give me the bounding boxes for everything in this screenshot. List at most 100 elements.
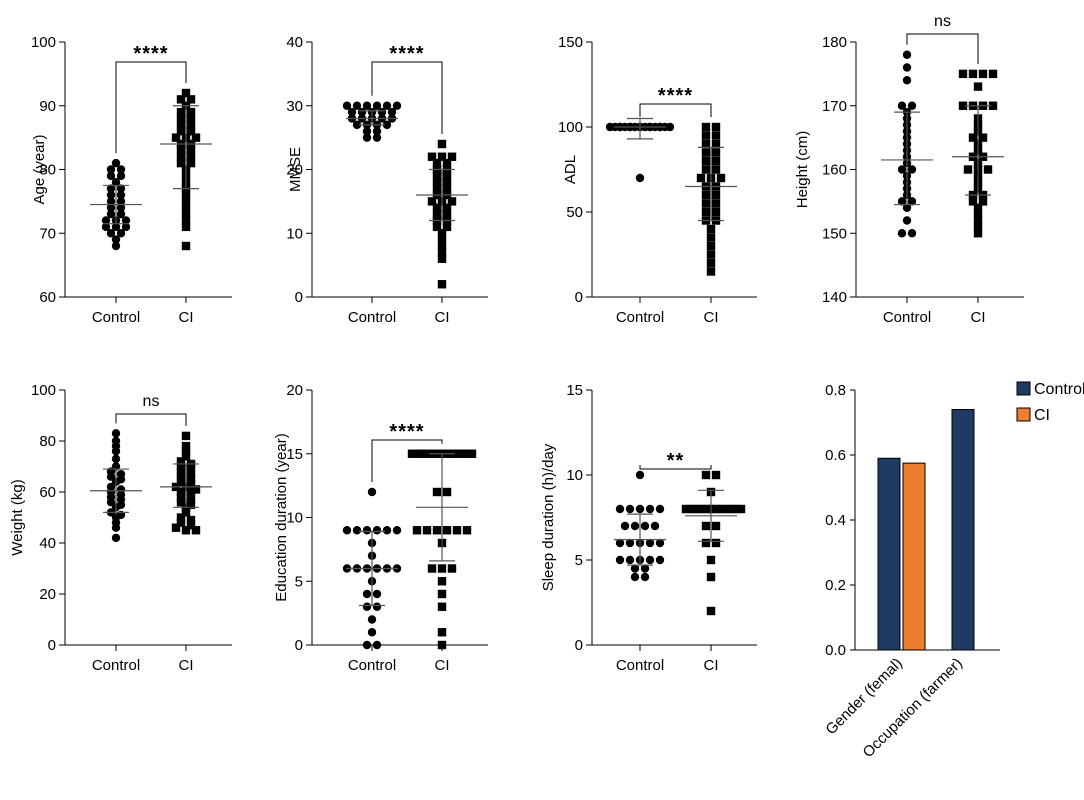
y-tick-label: 30 <box>286 98 303 115</box>
data-point-control <box>907 197 917 206</box>
data-point-ci <box>417 449 427 458</box>
data-point-ci <box>442 184 452 193</box>
data-point-ci <box>968 133 978 142</box>
x-tick-label: Control <box>348 309 396 326</box>
data-point-ci <box>437 235 447 244</box>
y-tick-label: 100 <box>31 34 56 51</box>
data-point-control <box>902 50 912 59</box>
data-point-control <box>655 555 665 565</box>
data-point-ci <box>452 449 462 458</box>
data-point-ci <box>437 577 447 586</box>
data-point-ci <box>696 504 706 514</box>
significance-bracket <box>371 61 443 134</box>
data-point-ci <box>186 158 196 168</box>
data-point-control <box>362 602 372 611</box>
data-point-ci <box>973 216 983 225</box>
data-point-ci <box>186 480 196 489</box>
data-point-control <box>897 165 907 174</box>
data-point-ci <box>711 521 721 531</box>
data-point-ci <box>706 572 716 582</box>
data-point-control <box>630 521 640 531</box>
data-point-control <box>665 122 675 132</box>
legend-label-ci: CI <box>1034 407 1050 424</box>
y-tick-label: 170 <box>822 98 847 115</box>
y-tick-label: 0.8 <box>825 382 846 399</box>
data-point-ci <box>422 526 432 535</box>
data-point-control <box>101 216 111 225</box>
data-point-ci <box>427 197 437 206</box>
y-tick-label: 70 <box>39 225 56 242</box>
data-point-ci <box>731 504 741 514</box>
data-point-ci <box>176 462 186 471</box>
data-point-ci <box>176 114 186 123</box>
data-point-ci <box>186 500 196 509</box>
data-point-ci <box>701 538 711 548</box>
data-point-ci <box>706 224 716 234</box>
data-point-ci <box>711 122 721 132</box>
data-point-ci <box>442 178 452 187</box>
data-point-ci <box>726 504 736 514</box>
data-point-control <box>116 165 126 174</box>
data-point-ci <box>973 203 983 212</box>
y-tick-label: 5 <box>575 552 583 569</box>
data-point-ci <box>978 197 988 206</box>
data-point-ci <box>711 538 721 548</box>
data-point-control <box>372 101 382 110</box>
data-point-control <box>362 133 372 142</box>
data-point-control <box>635 504 645 514</box>
data-point-ci <box>422 449 432 458</box>
data-point-ci <box>176 492 186 502</box>
y-axis-title: MMSE <box>287 147 304 192</box>
data-point-ci <box>176 120 186 130</box>
y-tick-label: 40 <box>39 535 56 552</box>
y-tick-label: 0 <box>48 637 56 654</box>
data-point-ci <box>968 69 978 79</box>
chart-adl: 0 50 100 150 Control CI ADL **** <box>558 34 757 326</box>
data-point-ci <box>437 152 447 161</box>
data-point-ci <box>701 521 711 531</box>
data-point-control <box>362 640 372 650</box>
data-point-ci <box>186 487 196 497</box>
data-point-ci <box>186 495 196 504</box>
data-point-control <box>362 589 372 599</box>
y-tick-label: 80 <box>39 433 56 450</box>
data-point-control <box>111 454 121 464</box>
significance-bracket <box>115 61 187 154</box>
data-point-ci <box>711 190 721 200</box>
data-point-ci <box>691 504 701 514</box>
data-point-ci <box>973 209 983 219</box>
data-point-control <box>367 628 377 637</box>
data-point-ci <box>186 469 196 479</box>
data-point-ci <box>432 526 442 535</box>
data-point-ci <box>963 165 973 174</box>
data-point-ci <box>176 498 186 507</box>
y-axis-title: Weight (kg) <box>9 479 26 555</box>
data-point-ci <box>412 526 422 535</box>
y-tick-label: 20 <box>286 162 303 179</box>
y-axis-title: ADL <box>562 155 579 184</box>
data-point-control <box>907 229 917 238</box>
data-point-control <box>615 555 625 565</box>
data-point-ci <box>447 152 457 161</box>
data-point-ci <box>176 457 186 466</box>
data-point-ci <box>701 199 711 208</box>
data-point-ci <box>437 241 447 251</box>
data-point-control <box>347 107 357 117</box>
data-point-control <box>111 533 121 543</box>
significance-bracket <box>906 33 979 64</box>
data-point-control <box>352 101 362 110</box>
data-point-control <box>907 101 917 110</box>
data-point-control <box>640 564 650 573</box>
x-tick-label: Control <box>883 309 931 326</box>
data-point-control <box>367 615 377 624</box>
data-point-ci <box>181 447 191 456</box>
data-point-ci <box>186 152 196 161</box>
data-point-ci <box>442 171 452 181</box>
data-point-control <box>392 101 402 110</box>
data-point-ci <box>706 606 716 616</box>
y-tick-label: 40 <box>286 34 303 51</box>
data-point-control <box>630 572 640 582</box>
y-tick-label: 15 <box>566 382 583 399</box>
data-point-control <box>111 178 121 187</box>
data-point-ci <box>186 475 196 484</box>
